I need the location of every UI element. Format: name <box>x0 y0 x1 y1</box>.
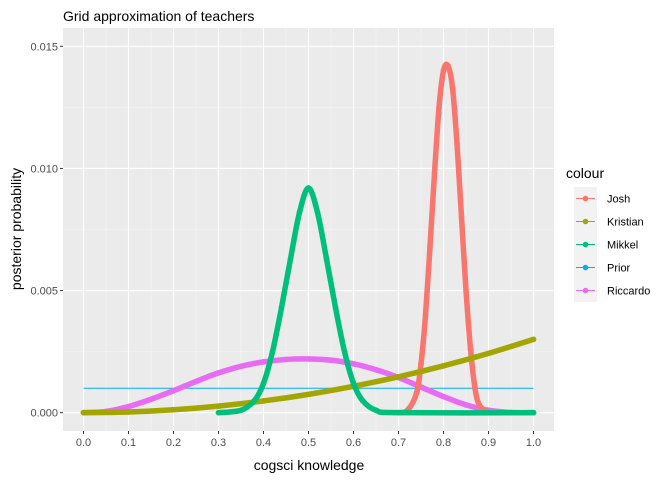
data-point-riccardo <box>373 366 379 373</box>
series-kristian <box>80 336 537 416</box>
x-tick-label: 0.9 <box>481 437 496 449</box>
data-point-josh <box>436 104 442 111</box>
x-axis-title: cogsci knowledge <box>254 457 365 473</box>
data-point-mikkel <box>269 348 276 355</box>
data-point-mikkel <box>332 304 339 311</box>
data-point-kristian <box>530 336 537 343</box>
data-point-riccardo <box>193 378 199 385</box>
x-tick-label: 0.1 <box>121 437 136 449</box>
data-point-josh <box>454 141 460 147</box>
data-point-riccardo <box>463 402 469 408</box>
legend-item-prior: Prior <box>574 256 631 279</box>
legend-item-riccardo: Riccardo <box>574 279 650 302</box>
y-tick-label: 0.000 <box>30 408 58 420</box>
series-mikkel <box>215 185 537 416</box>
data-point-kristian <box>260 398 267 404</box>
data-point-mikkel <box>251 397 258 404</box>
data-point-josh <box>431 170 438 177</box>
legend-label-mikkel: Mikkel <box>607 240 638 252</box>
y-axis: 0.000 0.005 0.010 0.015 <box>30 41 63 420</box>
legend-key-marker <box>582 264 589 271</box>
data-point-josh <box>467 346 474 352</box>
y-tick-label: 0.005 <box>30 286 58 298</box>
data-point-josh <box>458 214 465 221</box>
legend-label-riccardo: Riccardo <box>607 286 650 298</box>
data-point-kristian <box>170 406 177 413</box>
data-point-kristian <box>80 409 87 416</box>
x-tick-label: 0.0 <box>76 437 91 449</box>
legend-label-prior: Prior <box>607 263 631 275</box>
x-tick-label: 0.4 <box>256 437 271 449</box>
data-point-mikkel <box>314 209 321 216</box>
chart-title: Grid approximation of teachers <box>63 8 254 24</box>
data-point-josh <box>445 63 451 69</box>
data-point-riccardo <box>440 393 447 400</box>
data-point-riccardo <box>148 396 154 403</box>
data-point-riccardo <box>260 359 267 365</box>
legend-item-mikkel: Mikkel <box>574 233 638 256</box>
data-point-josh <box>440 67 447 74</box>
data-point-kristian <box>440 362 447 369</box>
data-point-mikkel <box>305 185 312 191</box>
series-layer <box>80 61 537 416</box>
data-point-josh <box>463 287 469 294</box>
data-point-riccardo <box>215 370 222 376</box>
data-point-josh <box>422 312 429 318</box>
legend-item-josh: Josh <box>574 187 630 210</box>
data-point-riccardo <box>305 356 312 362</box>
x-tick-label: 0.8 <box>436 437 451 449</box>
data-point-mikkel <box>341 348 348 355</box>
data-point-kristian <box>125 409 132 415</box>
data-point-kristian <box>395 373 402 380</box>
data-point-riccardo <box>350 361 357 367</box>
data-point-mikkel <box>350 380 357 387</box>
data-point-josh <box>427 243 433 250</box>
data-point-mikkel <box>260 380 267 387</box>
data-point-mikkel <box>359 397 366 404</box>
data-point-kristian <box>215 403 222 409</box>
data-point-josh <box>472 385 478 392</box>
legend-key-marker <box>582 287 589 294</box>
data-point-josh <box>418 361 424 367</box>
data-point-josh <box>413 390 420 396</box>
data-point-mikkel <box>530 409 537 416</box>
data-point-mikkel <box>287 256 294 262</box>
series-riccardo <box>80 356 537 416</box>
y-tick-label: 0.010 <box>30 163 58 175</box>
x-tick-label: 0.2 <box>166 437 181 449</box>
legend: colour Josh Kristian Mikkel Prior Riccardo <box>566 165 650 302</box>
legend-label-kristian: Kristian <box>607 217 644 229</box>
x-tick-label: 0.6 <box>346 437 361 449</box>
legend-key-marker <box>582 218 589 225</box>
x-tick-label: 0.5 <box>301 437 316 449</box>
data-point-kristian <box>305 391 312 398</box>
x-tick-label: 0.7 <box>391 437 406 449</box>
data-point-kristian <box>485 350 492 357</box>
y-tick-label: 0.015 <box>30 41 58 53</box>
data-point-riccardo <box>238 363 244 370</box>
data-point-josh <box>476 402 483 409</box>
data-point-riccardo <box>125 403 132 410</box>
data-point-mikkel <box>215 409 222 416</box>
x-tick-label: 0.3 <box>211 437 226 449</box>
data-point-mikkel <box>296 209 303 216</box>
data-point-riccardo <box>170 387 177 394</box>
x-tick-label: 1.0 <box>526 437 541 449</box>
data-point-mikkel <box>278 304 285 311</box>
data-point-mikkel <box>373 407 379 414</box>
y-axis-title: posterior probability <box>8 168 24 290</box>
data-point-josh <box>449 85 456 91</box>
x-axis: 0.0 0.1 0.2 0.3 0.4 0.5 0.6 0.7 0.8 0.9 1.0 <box>76 431 541 449</box>
data-point-riccardo <box>328 357 334 363</box>
data-point-mikkel <box>323 256 330 262</box>
legend-label-josh: Josh <box>607 194 630 206</box>
legend-title: colour <box>566 165 604 181</box>
data-point-mikkel <box>395 409 402 416</box>
data-point-riccardo <box>283 356 289 363</box>
legend-key-marker <box>582 195 589 202</box>
legend-key-marker <box>582 241 589 248</box>
legend-item-kristian: Kristian <box>574 210 644 233</box>
data-point-mikkel <box>238 407 244 414</box>
